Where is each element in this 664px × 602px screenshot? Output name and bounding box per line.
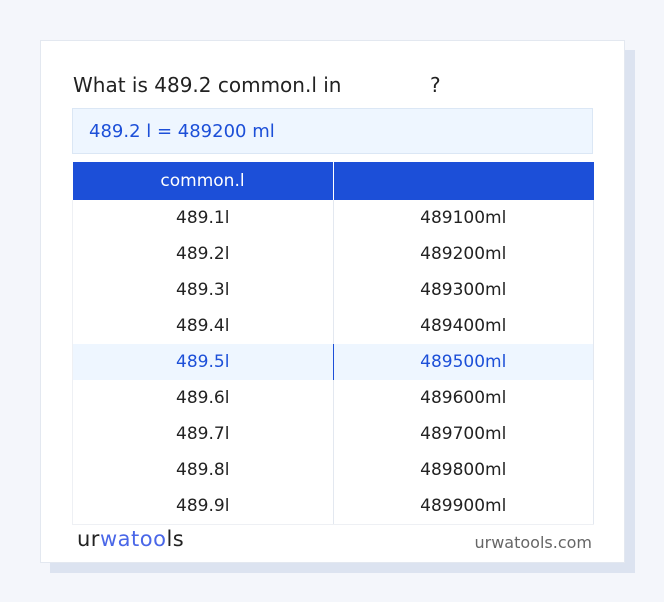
cell-liters: 489.4l bbox=[72, 308, 334, 344]
title-suffix: ? bbox=[430, 73, 441, 97]
page-title: What is 489.2 common.l in? bbox=[73, 73, 441, 97]
cell-liters: 489.6l bbox=[72, 380, 334, 416]
cell-milliliters: 489300ml bbox=[333, 272, 594, 308]
logo-part: ur bbox=[77, 527, 100, 551]
table-row: 489.2l 489200ml bbox=[72, 236, 594, 272]
urwatools-logo[interactable]: urwatools bbox=[77, 527, 184, 551]
table-row: 489.7l 489700ml bbox=[72, 416, 594, 452]
cell-milliliters: 489200ml bbox=[333, 236, 594, 272]
table-row: 489.8l 489800ml bbox=[72, 452, 594, 488]
conversion-result: 489.2 l = 489200 ml bbox=[72, 108, 593, 154]
cell-liters: 489.7l bbox=[72, 416, 334, 452]
column-header-from: common.l bbox=[72, 162, 334, 200]
cell-milliliters: 489900ml bbox=[333, 488, 594, 525]
logo-part: oo bbox=[139, 527, 167, 551]
site-link[interactable]: urwatools.com bbox=[474, 533, 593, 552]
table-row: 489.5l 489500ml bbox=[72, 344, 594, 380]
table-row: 489.1l 489100ml bbox=[72, 200, 594, 236]
title-text: What is 489.2 common.l in bbox=[73, 73, 342, 97]
cell-liters: 489.5l bbox=[72, 344, 334, 380]
table-row: 489.9l 489900ml bbox=[72, 488, 594, 525]
logo-part: ls bbox=[166, 527, 185, 551]
cell-liters: 489.3l bbox=[72, 272, 334, 308]
converter-card: What is 489.2 common.l in? 489.2 l = 489… bbox=[40, 40, 625, 563]
cell-liters: 489.2l bbox=[72, 236, 334, 272]
cell-milliliters: 489700ml bbox=[333, 416, 594, 452]
table-row: 489.4l 489400ml bbox=[72, 308, 594, 344]
table-row: 489.3l 489300ml bbox=[72, 272, 594, 308]
cell-milliliters: 489500ml bbox=[333, 344, 594, 380]
cell-liters: 489.8l bbox=[72, 452, 334, 488]
cell-milliliters: 489400ml bbox=[333, 308, 594, 344]
cell-liters: 489.9l bbox=[72, 488, 334, 525]
column-header-to bbox=[333, 162, 594, 200]
cell-milliliters: 489800ml bbox=[333, 452, 594, 488]
logo-part: wat bbox=[99, 527, 140, 551]
table-row: 489.6l 489600ml bbox=[72, 380, 594, 416]
conversion-table: common.l 489.1l 489100ml 489.2l 489200ml 489… bbox=[72, 162, 594, 525]
cell-liters: 489.1l bbox=[72, 200, 334, 236]
cell-milliliters: 489600ml bbox=[333, 380, 594, 416]
cell-milliliters: 489100ml bbox=[333, 200, 594, 236]
